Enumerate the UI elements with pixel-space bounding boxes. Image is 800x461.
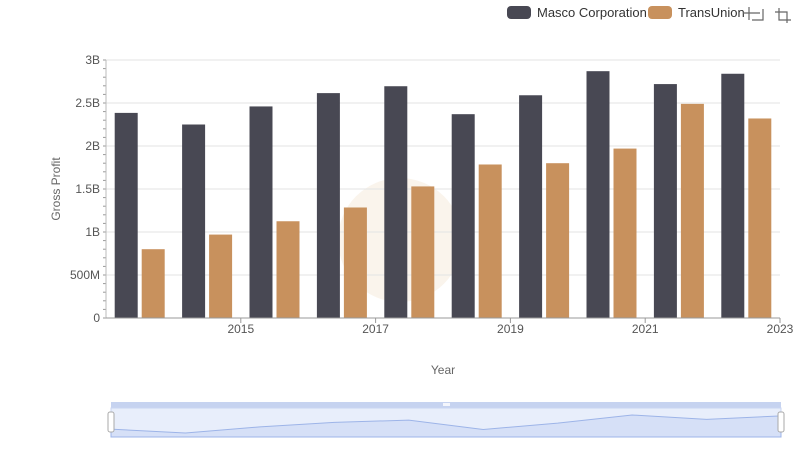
y-tick-label: 1.5B [75,182,100,196]
bar-masco-2019[interactable] [451,114,475,319]
bar-transunion-2023[interactable] [748,118,772,318]
x-axis: 2015 2017 2019 2021 2023 [106,317,794,336]
bar-transunion-2017[interactable] [343,207,367,318]
bar-masco-2021[interactable] [586,71,610,319]
y-tick-label: 3B [85,53,100,67]
x-tick-label: 2017 [362,322,389,336]
navigator-handle-left[interactable] [107,411,115,433]
navigator[interactable] [107,402,785,438]
navigator-grip[interactable] [443,403,450,406]
bar-transunion-2021[interactable] [613,148,637,318]
legend-swatch[interactable] [507,6,531,19]
bar-transunion-2018[interactable] [411,186,435,318]
bar-transunion-2014[interactable] [141,249,165,318]
x-tick-label: 2015 [227,322,254,336]
y-tick-label: 1B [85,225,100,239]
y-tick-label: 2B [85,139,100,153]
bar-transunion-2022[interactable] [680,103,704,318]
bar-masco-2014[interactable] [114,112,138,318]
bar-transunion-2015[interactable] [209,234,233,318]
y-tick-label: 2.5B [75,96,100,110]
legend-swatch[interactable] [648,6,672,19]
toolbar [743,7,791,23]
x-tick-label: 2019 [497,322,524,336]
x-tick-label: 2021 [632,322,659,336]
bar-masco-2018[interactable] [384,86,408,318]
y-tick-label: 500M [70,268,100,282]
legend-label[interactable]: Masco Corporation [537,5,647,20]
bar-masco-2017[interactable] [316,93,340,318]
bar-masco-2016[interactable] [249,106,273,318]
x-tick-label: 2023 [767,322,794,336]
legend: Masco Corporation TransUnion [507,5,745,20]
bars [114,71,772,319]
bar-transunion-2020[interactable] [546,163,570,318]
y-axis-title: Gross Profit [49,157,63,221]
bar-masco-2015[interactable] [182,124,206,319]
bar-masco-2020[interactable] [519,95,543,318]
bar-masco-2023[interactable] [721,73,745,318]
bar-transunion-2016[interactable] [276,221,300,318]
x-axis-title: Year [431,363,455,377]
y-axis: 0 500M 1B 1.5B 2B 2.5B 3B [70,53,107,325]
bar-masco-2022[interactable] [653,84,677,318]
y-tick-label: 0 [93,311,100,325]
reset-zoom-icon[interactable] [775,8,791,23]
legend-label[interactable]: TransUnion [678,5,745,20]
zoom-icon[interactable] [743,7,764,21]
bar-transunion-2019[interactable] [478,164,502,318]
navigator-handle-right[interactable] [777,411,785,433]
